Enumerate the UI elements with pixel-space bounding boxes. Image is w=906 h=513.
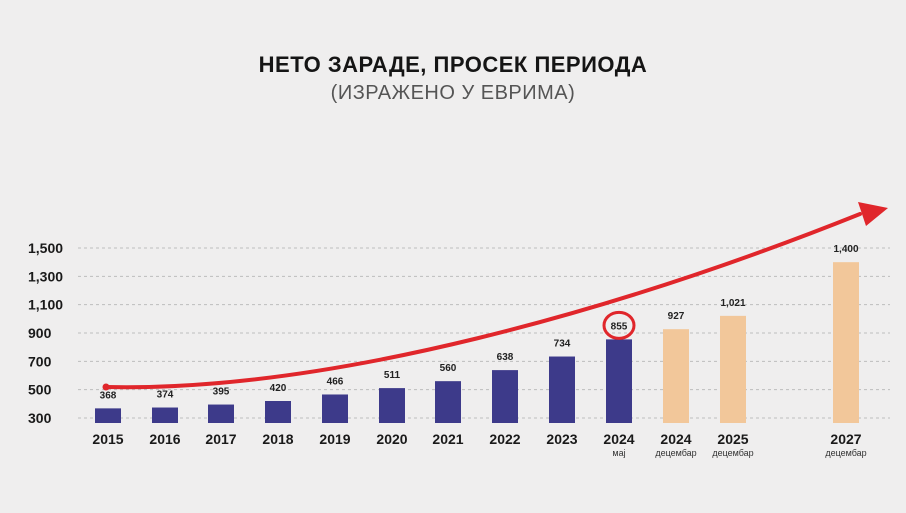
- x-tick-sublabel: децембар: [655, 448, 696, 458]
- trend-start-dot: [102, 383, 110, 391]
- y-tick-label: 1,100: [28, 297, 63, 313]
- x-axis-labels: 2015 2016 2017 2018 2019 2020 2021 2022 2023 2024…: [92, 431, 866, 458]
- bar: [379, 388, 405, 423]
- x-tick-label: 2016: [149, 431, 180, 447]
- x-tick-label: 2024: [603, 431, 634, 447]
- bar: [663, 329, 689, 423]
- bar: [95, 408, 121, 423]
- y-tick-label: 1,500: [28, 240, 63, 256]
- trend-arrow: [102, 202, 888, 391]
- bar: [265, 401, 291, 423]
- bar: [492, 370, 518, 423]
- data-label: 511: [384, 370, 401, 381]
- bars: [95, 262, 859, 423]
- x-tick-label: 2022: [489, 431, 520, 447]
- y-axis-ticks: 1,500 1,300 1,100 900 700 500 300: [28, 240, 63, 426]
- grid-lines: [78, 247, 890, 419]
- y-tick-label: 900: [28, 325, 52, 341]
- x-tick-label: 2025: [717, 431, 748, 447]
- chart-subtitle: (ИЗРАЖЕНО У ЕВРИМА): [330, 82, 576, 104]
- data-label: 927: [668, 311, 685, 322]
- data-label: 855: [611, 321, 628, 332]
- chart-title: НЕТО ЗАРАДЕ, ПРОСЕК ПЕРИОДА: [258, 52, 648, 77]
- x-tick-label: 2023: [546, 431, 577, 447]
- x-tick-sublabel: децембар: [825, 448, 866, 458]
- bar: [720, 315, 746, 423]
- x-tick-sublabel: децембар: [712, 448, 753, 458]
- data-label: 420: [270, 383, 287, 394]
- data-label: 1,400: [833, 244, 858, 255]
- trend-curve: [104, 212, 862, 390]
- bar: [152, 407, 178, 423]
- value-labels: 368 374 395 420 466 511 560 638 734 855 927 1,021 1,…: [100, 244, 859, 401]
- x-tick-label: 2020: [376, 431, 407, 447]
- x-tick-label: 2015: [92, 431, 123, 447]
- y-tick-label: 500: [28, 382, 52, 398]
- data-label: 734: [554, 339, 571, 350]
- bar: [833, 262, 859, 423]
- x-tick-label: 2018: [262, 431, 293, 447]
- x-tick-label: 2019: [319, 431, 350, 447]
- data-label: 368: [100, 390, 117, 401]
- bar: [322, 394, 348, 423]
- bar: [435, 381, 461, 423]
- highlight-circle: [602, 310, 636, 340]
- bar: [606, 339, 632, 423]
- data-label: 466: [327, 376, 344, 387]
- x-tick-sublabel: мај: [612, 448, 625, 458]
- y-tick-label: 300: [28, 410, 52, 426]
- data-label: 1,021: [720, 298, 745, 309]
- x-tick-label: 2021: [432, 431, 463, 447]
- chart-heading: НЕТО ЗАРАДЕ, ПРОСЕК ПЕРИОДА (ИЗРАЖЕНО У …: [0, 52, 906, 105]
- data-label: 395: [213, 387, 230, 398]
- x-tick-label: 2024: [660, 431, 691, 447]
- bar: [549, 356, 575, 423]
- x-tick-label: 2017: [205, 431, 236, 447]
- data-label: 374: [157, 390, 174, 401]
- x-tick-label: 2027: [830, 431, 861, 447]
- data-label: 638: [497, 352, 514, 363]
- y-tick-label: 1,300: [28, 268, 63, 284]
- data-label: 560: [440, 363, 457, 374]
- trend-arrowhead: [858, 202, 888, 226]
- bar: [208, 404, 234, 423]
- y-tick-label: 700: [28, 353, 52, 369]
